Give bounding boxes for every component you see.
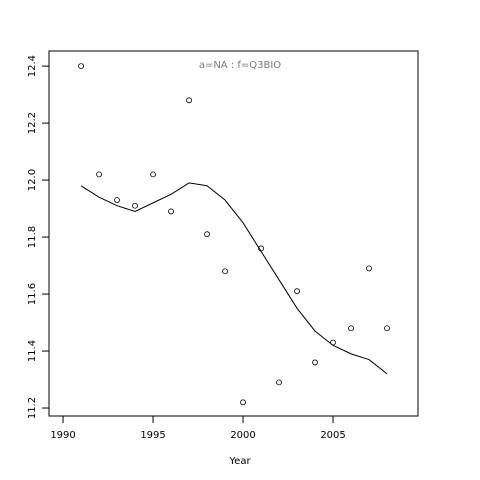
y-tick-label: 12.2 [27, 112, 38, 134]
x-tick-label: 1990 [50, 430, 75, 441]
point [384, 325, 390, 332]
x-tick-label: 2005 [320, 430, 345, 441]
point [348, 325, 354, 332]
y-tick-label: 11.4 [27, 340, 38, 362]
y-tick-label: 12.0 [27, 169, 38, 191]
point [114, 197, 120, 203]
point [78, 63, 84, 70]
x-tick-label: 1995 [140, 430, 165, 441]
point [240, 399, 246, 406]
point [366, 265, 372, 272]
point [150, 171, 156, 178]
point [276, 379, 282, 386]
x-tick-label: 2000 [230, 430, 255, 441]
fit-line [80, 182, 388, 375]
point [312, 359, 318, 366]
y-tick-label: 11.8 [27, 226, 38, 248]
point [96, 171, 102, 178]
point [168, 208, 174, 215]
point [132, 202, 138, 209]
chart-title: a=NA : f=Q3BIO [199, 60, 281, 71]
point [222, 268, 228, 275]
y-tick-label: 11.6 [27, 283, 38, 305]
point [294, 288, 300, 295]
point [204, 231, 210, 238]
point [186, 97, 192, 104]
x-axis-label: Year [228, 456, 251, 467]
y-tick-label: 11.2 [27, 397, 38, 419]
plot-frame [48, 50, 419, 417]
y-tick-label: 12.4 [27, 55, 38, 77]
